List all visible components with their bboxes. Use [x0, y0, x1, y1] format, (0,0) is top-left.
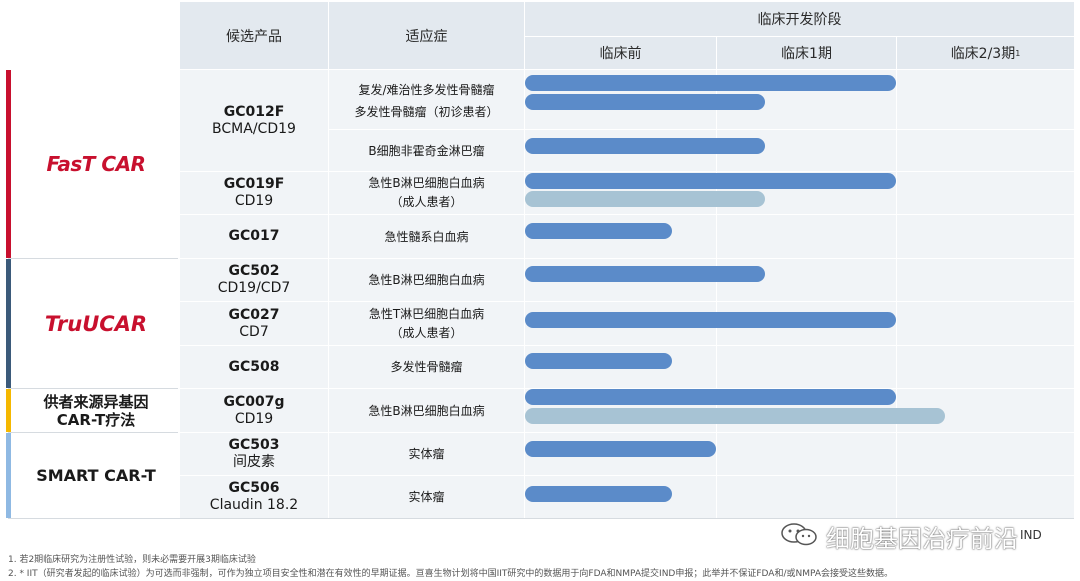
- indication-cell: 复发/难治性多发性骨髓瘤 多发性骨髓瘤（初诊患者）: [329, 73, 524, 129]
- header-phase23: 临床2/3期 1: [897, 37, 1074, 69]
- progress-bar: [525, 389, 896, 405]
- product-gc503: GC503 间皮素: [180, 433, 328, 475]
- product-code: GC017: [228, 228, 280, 244]
- product-code: GC007g: [223, 393, 285, 410]
- header-phase1: 临床1期: [781, 46, 832, 62]
- indication-line: 实体瘤: [408, 490, 445, 504]
- header-phase23-sup: 1: [1015, 48, 1021, 58]
- product-code: GC027: [228, 306, 280, 323]
- footnote-2: 2. * IIT（研究者发起的临床试验）为可选而非强制，可作为独立项目安全性和潜…: [8, 569, 893, 579]
- brand-truucar-text: TruUCAR: [44, 311, 148, 336]
- watermark-tail: IND: [1020, 528, 1042, 542]
- product-code: GC019F: [223, 176, 285, 192]
- group-label-allogeneic-l1: 供者来源异基因: [43, 392, 149, 411]
- product-gc502: GC502 CD19/CD7: [180, 259, 328, 301]
- group-label-smartcart: SMART CAR-T: [14, 433, 178, 518]
- product-gc508: GC508: [180, 346, 328, 388]
- group-label-smartcart-text: SMART CAR-T: [36, 466, 156, 485]
- product-target: BCMA/CD19: [212, 120, 296, 137]
- product-target: CD19: [234, 193, 274, 209]
- header-preclinical: 临床前: [599, 46, 642, 62]
- progress-bar-iit: [525, 408, 945, 424]
- footnote-1: 1. 若2期临床研究为注册性试验，则未必需要开展3期临床试验: [8, 555, 256, 565]
- group-bar-truucar: [6, 259, 11, 388]
- table-header: [180, 2, 1074, 69]
- indication-cell: 急性髓系白血病: [329, 215, 524, 258]
- brand-fastcar-text: FasT CAR: [46, 152, 146, 176]
- wechat-icon: [780, 522, 820, 546]
- indication-line: 多发性骨髓瘤（初诊患者）: [354, 105, 499, 119]
- indication-cell: 急性T淋巴细胞白血病 （成人患者）: [329, 302, 524, 345]
- indication-line: 实体瘤: [408, 447, 445, 461]
- progress-bar: [525, 138, 765, 154]
- progress-bar: [525, 94, 765, 110]
- indication-line: 急性B淋巴细胞白血病: [368, 176, 485, 190]
- indication-line: 急性B淋巴细胞白血病: [368, 403, 485, 418]
- group-bar-fastcar: [6, 70, 11, 258]
- progress-bar-iit: [525, 191, 765, 207]
- product-gc506: GC506 Claudin 18.2: [180, 476, 328, 518]
- progress-bar: [525, 353, 672, 369]
- progress-bar: [525, 223, 672, 239]
- product-target: CD7: [239, 323, 269, 340]
- progress-bar: [525, 486, 672, 502]
- product-target: CD19/CD7: [217, 280, 291, 296]
- indication-line: B细胞非霍奇金淋巴瘤: [368, 143, 485, 158]
- header-indication: 适应症: [405, 28, 448, 45]
- product-target: Claudin 18.2: [209, 497, 299, 513]
- product-gc027: GC027 CD7: [180, 302, 328, 345]
- product-gc012f: GC012F BCMA/CD19: [180, 70, 328, 171]
- indication-line: （成人患者）: [390, 325, 463, 340]
- indication-line: 急性髓系白血病: [384, 229, 469, 244]
- product-code: GC502: [228, 263, 280, 279]
- indication-cell: 多发性骨髓瘤: [329, 346, 524, 388]
- indication-line: 急性T淋巴细胞白血病: [368, 306, 485, 321]
- indication-cell: B细胞非霍奇金淋巴瘤: [329, 130, 524, 171]
- watermark-text: 细胞基因治疗前沿: [826, 525, 1018, 553]
- brand-fastcar-logo: FasT CAR: [14, 70, 178, 258]
- product-code: GC506: [228, 480, 280, 496]
- brand-truucar-logo: TruUCAR: [14, 259, 178, 388]
- product-code: GC012F: [223, 103, 285, 120]
- header-stage: 临床开发阶段: [757, 12, 842, 28]
- group-label-allogeneic: 供者来源异基因 CAR-T疗法: [14, 389, 178, 432]
- indication-line: 急性B淋巴细胞白血病: [368, 273, 485, 287]
- header-product: 候选产品: [226, 28, 282, 45]
- product-gc019f: GC019F CD19: [180, 172, 328, 214]
- indication-line: 复发/难治性多发性骨髓瘤: [358, 83, 495, 97]
- header-phase23-label: 临床2/3期: [950, 46, 1016, 62]
- indication-line: （成人患者）: [390, 195, 463, 209]
- progress-bar: [525, 75, 896, 91]
- indication-line: 多发性骨髓瘤: [390, 360, 463, 374]
- group-bar-allogeneic: [6, 389, 11, 432]
- indication-cell: 急性B淋巴细胞白血病: [329, 259, 524, 301]
- product-code: GC508: [228, 358, 280, 375]
- progress-bar: [525, 173, 896, 189]
- product-code: GC503: [228, 437, 280, 453]
- indication-cell: 急性B淋巴细胞白血病: [329, 389, 524, 432]
- progress-bar: [525, 312, 896, 328]
- indication-cell: 实体瘤: [329, 433, 524, 475]
- indication-cell: 急性B淋巴细胞白血病 （成人患者）: [329, 172, 524, 214]
- group-bar-smartcart: [6, 433, 11, 518]
- product-gc017: GC017: [180, 215, 328, 258]
- group-label-allogeneic-l2: CAR-T疗法: [56, 410, 136, 429]
- body-indication-column: [329, 70, 524, 518]
- progress-bar: [525, 441, 716, 457]
- product-target: 间皮素: [233, 454, 275, 470]
- progress-bar: [525, 266, 765, 282]
- body-products-column: [180, 70, 328, 518]
- product-gc007g: GC007g CD19: [180, 389, 328, 432]
- product-target: CD19: [234, 410, 274, 427]
- indication-cell: 实体瘤: [329, 476, 524, 518]
